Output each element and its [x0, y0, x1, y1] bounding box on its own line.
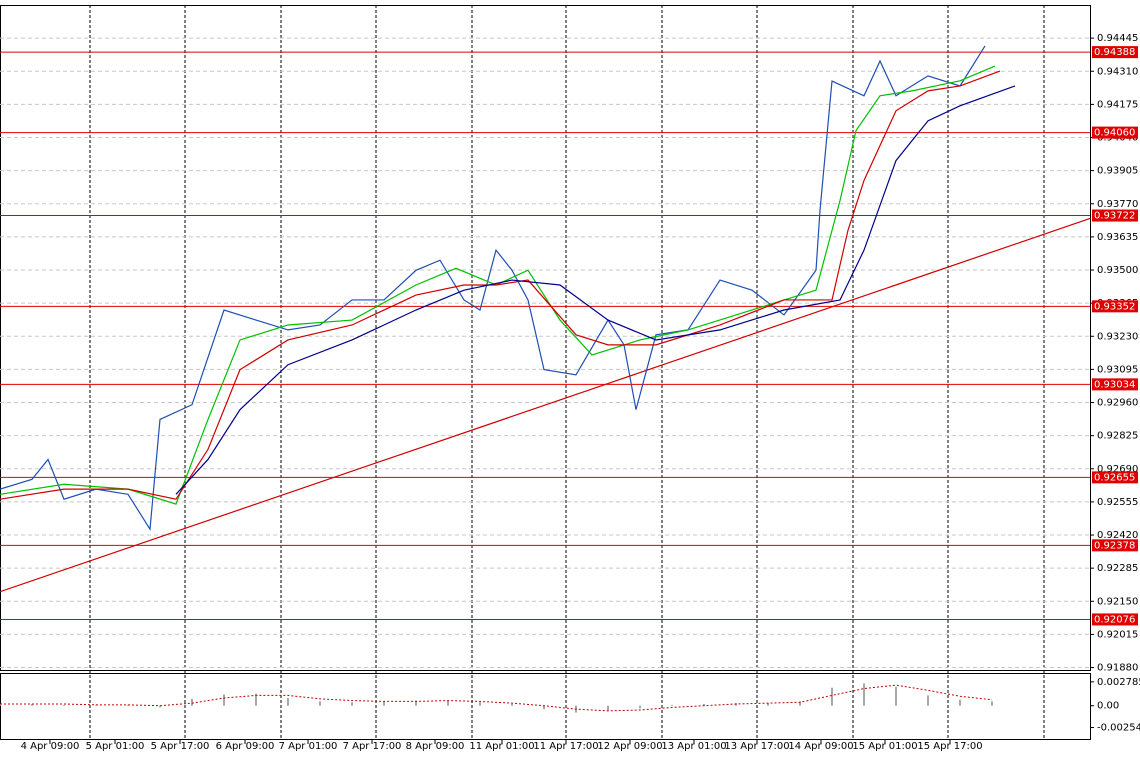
histogram-bar [479, 702, 481, 706]
level-tag [1092, 613, 1138, 626]
x-tick-label: 7 Apr 01:00 [279, 741, 338, 752]
level-label: 0.93034 [1094, 379, 1135, 390]
price-line [175, 85, 1016, 495]
y-tick-label: 0.92825 [1097, 431, 1138, 442]
price-line [0, 65, 996, 505]
histogram-bar [351, 702, 353, 706]
x-tick-label: 5 Apr 17:00 [151, 741, 210, 752]
osc-frame [0, 673, 1091, 740]
histogram-bar [511, 704, 513, 706]
level-label: 0.93352 [1094, 301, 1135, 312]
level-label: 0.92655 [1094, 472, 1135, 483]
y-tick-label: 0.92015 [1097, 629, 1138, 640]
histogram-bar [671, 704, 673, 706]
level-tag [1092, 378, 1138, 391]
histogram-bar [191, 698, 193, 706]
x-tick-label: 4 Apr 09:00 [21, 741, 80, 752]
level-label: 0.92378 [1094, 540, 1135, 551]
x-tick-label: 14 Apr 09:00 [788, 741, 853, 752]
y-tick-label: 0.93770 [1097, 199, 1138, 210]
histogram-bar [287, 698, 289, 706]
histogram-bar [415, 700, 417, 706]
level-label: 0.94060 [1094, 128, 1135, 139]
y-tick-label: 0.94310 [1097, 66, 1138, 77]
histogram-bar [319, 701, 321, 706]
x-tick-label: 5 Apr 01:00 [86, 741, 145, 752]
histogram-bar [799, 701, 801, 706]
histogram-bar [959, 699, 961, 706]
x-tick-label: 13 Apr 17:00 [724, 741, 789, 752]
x-tick-label: 7 Apr 17:00 [343, 741, 402, 752]
histogram-bar [639, 705, 641, 709]
level-tag [1092, 539, 1138, 552]
y-tick-label: 0.94175 [1097, 99, 1138, 110]
x-tick-label: 15 Apr 01:00 [852, 741, 917, 752]
y-tick-label: 0.93095 [1097, 364, 1138, 375]
histogram-bar [831, 687, 833, 706]
level-tag [1092, 209, 1138, 222]
y-tick-label: 0.92420 [1097, 530, 1138, 541]
level-tag [1092, 126, 1138, 139]
x-tick-label: 6 Apr 09:00 [216, 741, 275, 752]
y-tick-label: 0.92285 [1097, 563, 1138, 574]
histogram-bar [255, 693, 257, 706]
x-tick-label: 13 Apr 01:00 [661, 741, 726, 752]
x-tick-label: 8 Apr 09:00 [406, 741, 465, 752]
histogram-bar [159, 705, 161, 708]
y-tick-label: -0.002546 [1097, 723, 1140, 734]
x-tick-label: 11 Apr 01:00 [469, 741, 534, 752]
level-tag [1092, 300, 1138, 313]
histogram-bar [767, 703, 769, 706]
histogram-bar [383, 701, 385, 706]
y-tick-label: 0.002785 [1097, 677, 1140, 688]
histogram-bar [895, 686, 897, 706]
level-label: 0.94388 [1094, 47, 1135, 58]
level-label: 0.92076 [1094, 614, 1135, 625]
histogram-bar [607, 705, 609, 711]
x-tick-label: 15 Apr 17:00 [917, 741, 982, 752]
trend-line [0, 217, 1091, 593]
level-tag [1092, 46, 1138, 59]
signal-line [0, 684, 993, 712]
y-tick-label: 0.92150 [1097, 596, 1138, 607]
histogram-bar [927, 695, 929, 706]
y-tick-label: 0.92690 [1097, 464, 1138, 475]
y-tick-label: 0.93500 [1097, 265, 1138, 276]
histogram-bar [223, 694, 225, 706]
histogram-bar [447, 700, 449, 706]
y-tick-label: 0.92555 [1097, 497, 1138, 508]
level-label: 0.93722 [1094, 211, 1135, 222]
histogram-bar [63, 704, 65, 706]
y-tick-label: 0.94445 [1097, 33, 1138, 44]
histogram-bar [543, 705, 545, 710]
y-tick-label: 0.93635 [1097, 232, 1138, 243]
x-tick-label: 11 Apr 17:00 [533, 741, 598, 752]
histogram-bar [0, 704, 1, 706]
y-tick-label: 0.93230 [1097, 331, 1138, 342]
y-tick-label: 0.93905 [1097, 166, 1138, 177]
histogram-bar [31, 704, 33, 706]
histogram-bar [703, 704, 705, 706]
y-tick-label: 0.00 [1097, 701, 1119, 712]
main-frame [0, 5, 1091, 671]
price-line [0, 70, 1001, 500]
y-tick-label: 0.92960 [1097, 398, 1138, 409]
level-tag [1092, 471, 1138, 484]
histogram-bar [991, 701, 993, 706]
price-line [0, 45, 986, 531]
y-tick-label: 0.91880 [1097, 663, 1138, 674]
x-tick-label: 12 Apr 09:00 [597, 741, 662, 752]
histogram-bar [863, 683, 865, 706]
